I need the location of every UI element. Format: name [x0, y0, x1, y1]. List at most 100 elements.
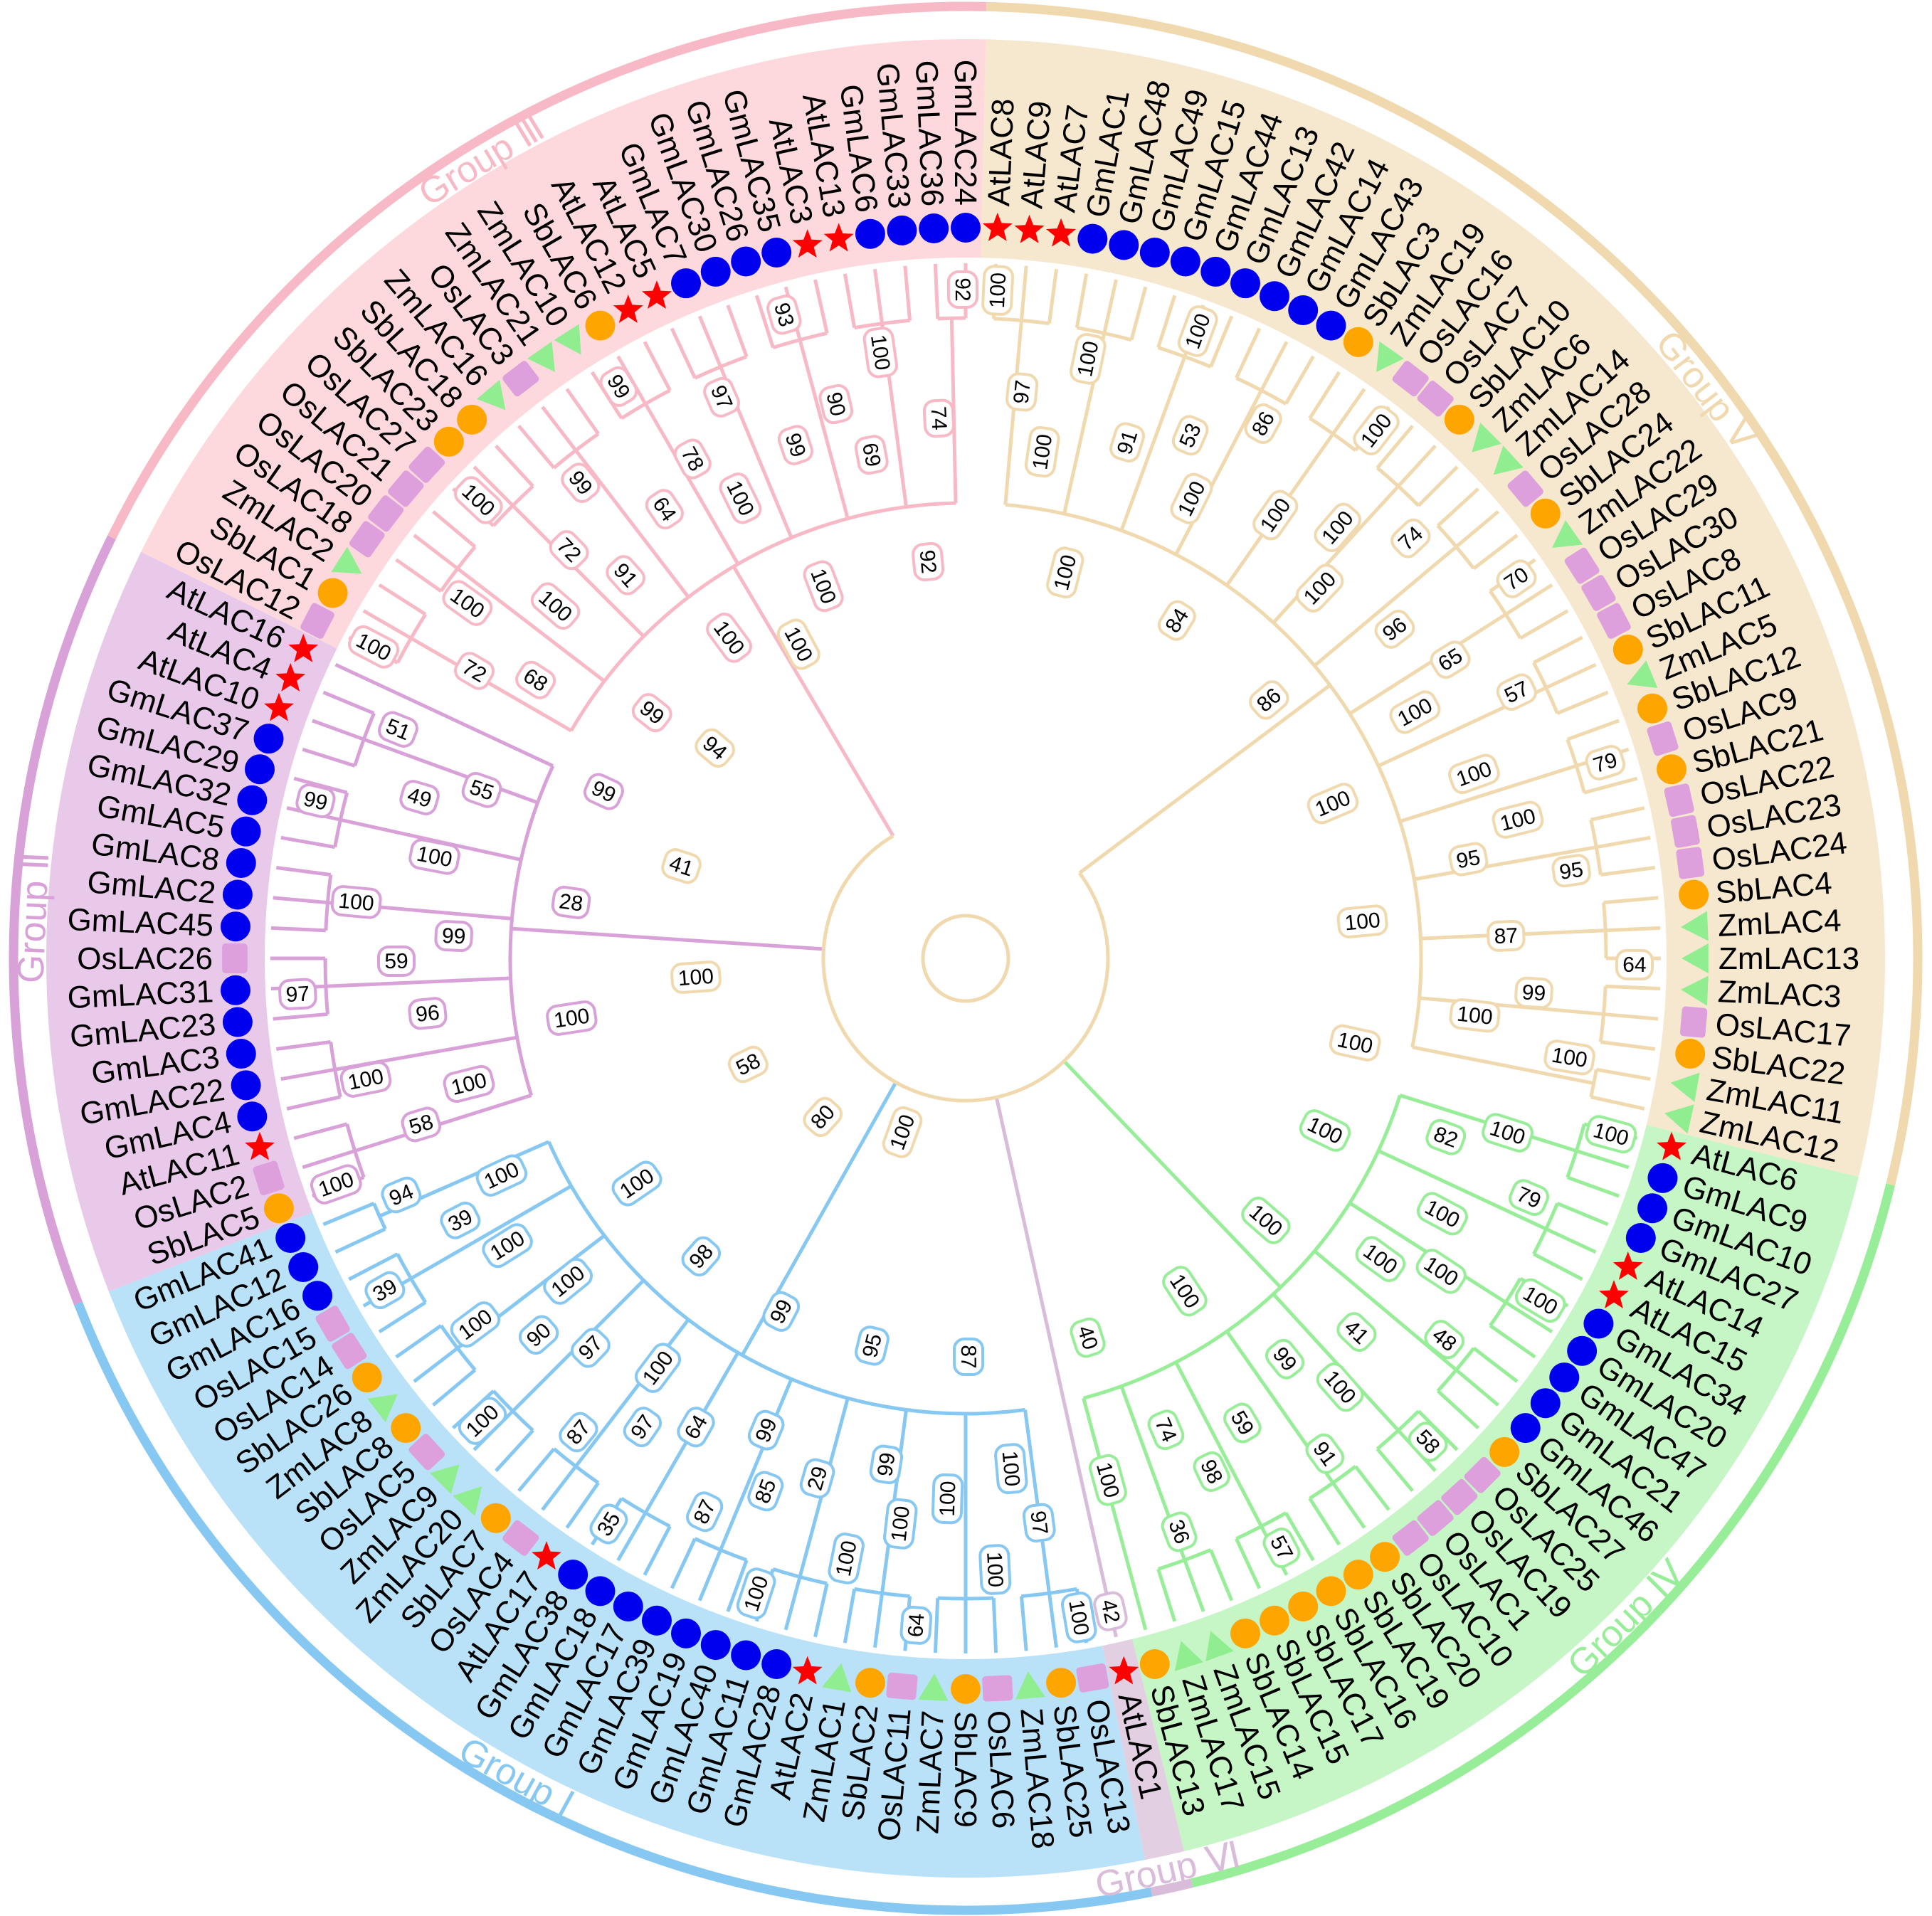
bootstrap-label: 99: [762, 1291, 801, 1332]
bootstrap-box: [450, 1301, 501, 1348]
leaf-branch: [273, 1012, 328, 1021]
bootstrap-label: 91: [606, 555, 645, 596]
circle-marker-icon: [1343, 1560, 1373, 1590]
bootstrap-box: [1060, 1592, 1097, 1644]
square-marker-icon: [388, 470, 424, 507]
bootstrap-label: 100: [1307, 783, 1359, 825]
leaf-branch: [413, 534, 459, 571]
bootstrap-label: 93: [766, 295, 802, 335]
bootstrap-label: 100: [1449, 998, 1501, 1033]
bootstrap-value: 96: [415, 1001, 441, 1027]
root-node: [921, 914, 1010, 1003]
leaf-branch: [431, 1368, 477, 1407]
leaf-branch: [1472, 534, 1519, 571]
leaf-branch: [726, 305, 749, 358]
star-marker-icon: [982, 212, 1013, 241]
clade-branch: [1062, 1402, 1107, 1584]
bootstrap-label: 99: [1514, 976, 1553, 1010]
bootstrap-label: 90: [518, 1315, 559, 1355]
bootstrap-box: [1170, 472, 1213, 524]
square-marker-icon: [1670, 815, 1700, 848]
bootstrap-label: 68: [515, 660, 556, 699]
clade-branch: [1413, 845, 1597, 882]
star-marker-icon: [823, 223, 854, 252]
leaf-branch: [1284, 355, 1315, 405]
circle-marker-icon: [670, 268, 701, 299]
bootstrap-box: [635, 1343, 682, 1393]
leaf-branch: [1472, 1346, 1519, 1383]
clade-branch: [1399, 763, 1578, 823]
bootstrap-label: 100: [635, 1343, 682, 1393]
bootstrap-box: [946, 270, 978, 309]
bootstrap-label: 100: [931, 1473, 964, 1525]
leaf-branch: [1603, 896, 1659, 905]
bootstrap-box: [515, 660, 556, 699]
bootstrap-label: 84: [1157, 600, 1196, 641]
square-marker-icon: [502, 361, 539, 397]
bootstrap-label: 65: [1430, 640, 1471, 679]
bootstrap-label: 100: [1389, 690, 1441, 734]
triangle-marker-icon: [1205, 1631, 1234, 1662]
clade-branch: [574, 1318, 690, 1468]
bootstrap-value: 100: [552, 1004, 591, 1032]
bootstrap-label: 28: [551, 885, 591, 919]
bootstrap-box: [559, 1412, 598, 1453]
circle-marker-icon: [731, 1640, 761, 1671]
bootstrap-label: 72: [549, 530, 589, 571]
bootstrap-label: 29: [799, 1458, 835, 1499]
bootstrap-label: 97: [570, 1328, 611, 1368]
leaf-branch: [1595, 1067, 1651, 1081]
leaf-branch: [1019, 265, 1028, 321]
bootstrap-box: [381, 1176, 422, 1214]
star-marker-icon: [275, 662, 306, 692]
bootstrap-box: [1389, 690, 1441, 734]
bootstrap-label: 100: [458, 1397, 507, 1445]
bootstrap-label: 100: [1336, 904, 1388, 938]
leaf-branch: [1129, 1576, 1148, 1631]
circle-marker-icon: [1139, 1649, 1170, 1680]
bootstrap-label: 64: [899, 1606, 933, 1645]
square-marker-icon: [886, 1672, 918, 1700]
leaf-branch: [1595, 835, 1651, 850]
leaf-branch: [1156, 1568, 1177, 1622]
bootstrap-box: [442, 580, 493, 626]
bootstrap-label: 53: [1171, 415, 1209, 456]
leaf-branch: [1260, 341, 1289, 391]
bootstrap-box: [408, 838, 460, 875]
leaf-branch: [1047, 1592, 1059, 1648]
bootstrap-label: 97: [623, 1407, 663, 1448]
bootstrap-box: [378, 711, 418, 748]
bootstrap-box: [1109, 422, 1146, 462]
bootstrap-label: 58: [401, 1106, 442, 1143]
circle-marker-icon: [1288, 1591, 1319, 1621]
leaf-branch: [565, 388, 600, 435]
leaf-branch: [395, 1324, 443, 1359]
square-marker-icon: [1392, 361, 1429, 397]
bootstrap-value: 99: [873, 1451, 900, 1478]
clade-branch: [1272, 485, 1400, 624]
bootstrap-label: 100: [1314, 502, 1361, 553]
leaf-branch: [1047, 269, 1059, 324]
square-marker-icon: [1464, 1456, 1501, 1493]
bootstrap-label: 100: [1585, 1115, 1637, 1154]
triangle-marker-icon: [1681, 975, 1709, 1006]
bootstrap-value: 87: [956, 1345, 980, 1369]
bootstrap-box: [278, 978, 317, 1010]
leaf-branch: [334, 662, 386, 689]
bootstrap-box: [922, 398, 955, 438]
triangle-marker-icon: [1670, 1072, 1700, 1102]
circle-marker-icon: [352, 1362, 382, 1393]
square-marker-icon: [1597, 603, 1631, 639]
bootstrap-label: 99: [777, 425, 814, 465]
bootstrap-box: [570, 1328, 611, 1368]
bootstrap-box: [762, 1291, 801, 1332]
bootstrap-box: [994, 1443, 1028, 1495]
bootstrap-label: 39: [364, 1271, 406, 1310]
bootstrap-box: [828, 1533, 865, 1584]
leaf-branch: [293, 1122, 348, 1140]
leaf-branch: [697, 315, 722, 368]
bootstrap-box: [1424, 1320, 1465, 1360]
leaf-branch: [322, 690, 375, 715]
bootstrap-box: [1585, 744, 1626, 780]
